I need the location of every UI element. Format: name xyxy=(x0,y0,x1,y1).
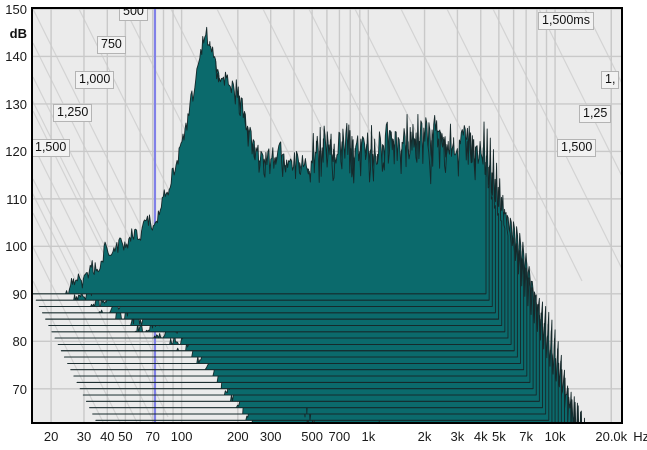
x-axis-tick-label: 200 xyxy=(226,429,249,444)
x-axis-tick-label: 5k xyxy=(491,429,506,444)
y-axis-tick-label: 140 xyxy=(5,49,27,65)
y-axis-unit-label: dB xyxy=(9,25,27,41)
y-axis-tick-label: 100 xyxy=(5,239,27,255)
x-axis-tick-label: 20.0k xyxy=(595,429,628,444)
x-axis-tick-label: 30 xyxy=(76,429,92,444)
x-axis-tick-label: 100 xyxy=(170,429,193,444)
x-axis-tick-label: 40 xyxy=(100,429,115,444)
waterfall-slices xyxy=(33,26,586,422)
x-axis-tick-label: 1k xyxy=(361,429,376,444)
time-axis-label: 1,500 xyxy=(557,139,597,157)
time-axis-label: 1,250 xyxy=(53,104,93,122)
time-axis-label: 1,000 xyxy=(75,71,115,89)
plot-area[interactable]: 500 750 1,000 1,250 1,500 1,500ms 1, 1,25 1,500 xyxy=(31,7,623,424)
y-axis-tick-label: 130 xyxy=(5,96,27,112)
x-axis-unit-label: Hz xyxy=(633,429,647,444)
waterfall-slice xyxy=(33,26,487,295)
y-axis-tick-label: 110 xyxy=(6,191,27,207)
y-axis-tick-label: 90 xyxy=(12,286,27,302)
time-axis-label: 500 xyxy=(119,9,148,21)
time-axis-label: 1, xyxy=(601,71,620,89)
x-axis-tick-label: 700 xyxy=(328,429,351,444)
x-axis-tick-label: 4k xyxy=(473,429,488,444)
y-axis-tick-label: 120 xyxy=(5,144,27,160)
x-axis-tick-label: 2k xyxy=(417,429,432,444)
x-axis-tick-label: 10k xyxy=(544,429,566,444)
x-axis-tick-label: 300 xyxy=(259,429,282,444)
time-axis-label: 1,500ms xyxy=(538,12,594,30)
y-axis-tick-label: 150 xyxy=(5,2,27,17)
x-axis-tick-label: 7k xyxy=(519,429,533,444)
x-axis-tick-label: 70 xyxy=(145,429,160,444)
time-axis-label: 1,25 xyxy=(579,105,612,123)
x-axis-tick-label: 50 xyxy=(118,429,133,444)
time-axis-label: 1,500 xyxy=(33,139,71,157)
x-axis-tick-label: 3k xyxy=(450,429,465,444)
x-axis-tick-label: 20 xyxy=(43,429,59,444)
x-axis-tick-label: 500 xyxy=(301,429,323,444)
waterfall-plot-svg xyxy=(33,9,621,422)
time-axis-label: 750 xyxy=(97,36,126,54)
y-axis-tick-label: 80 xyxy=(12,334,27,350)
y-axis-tick-label: 70 xyxy=(12,381,27,397)
